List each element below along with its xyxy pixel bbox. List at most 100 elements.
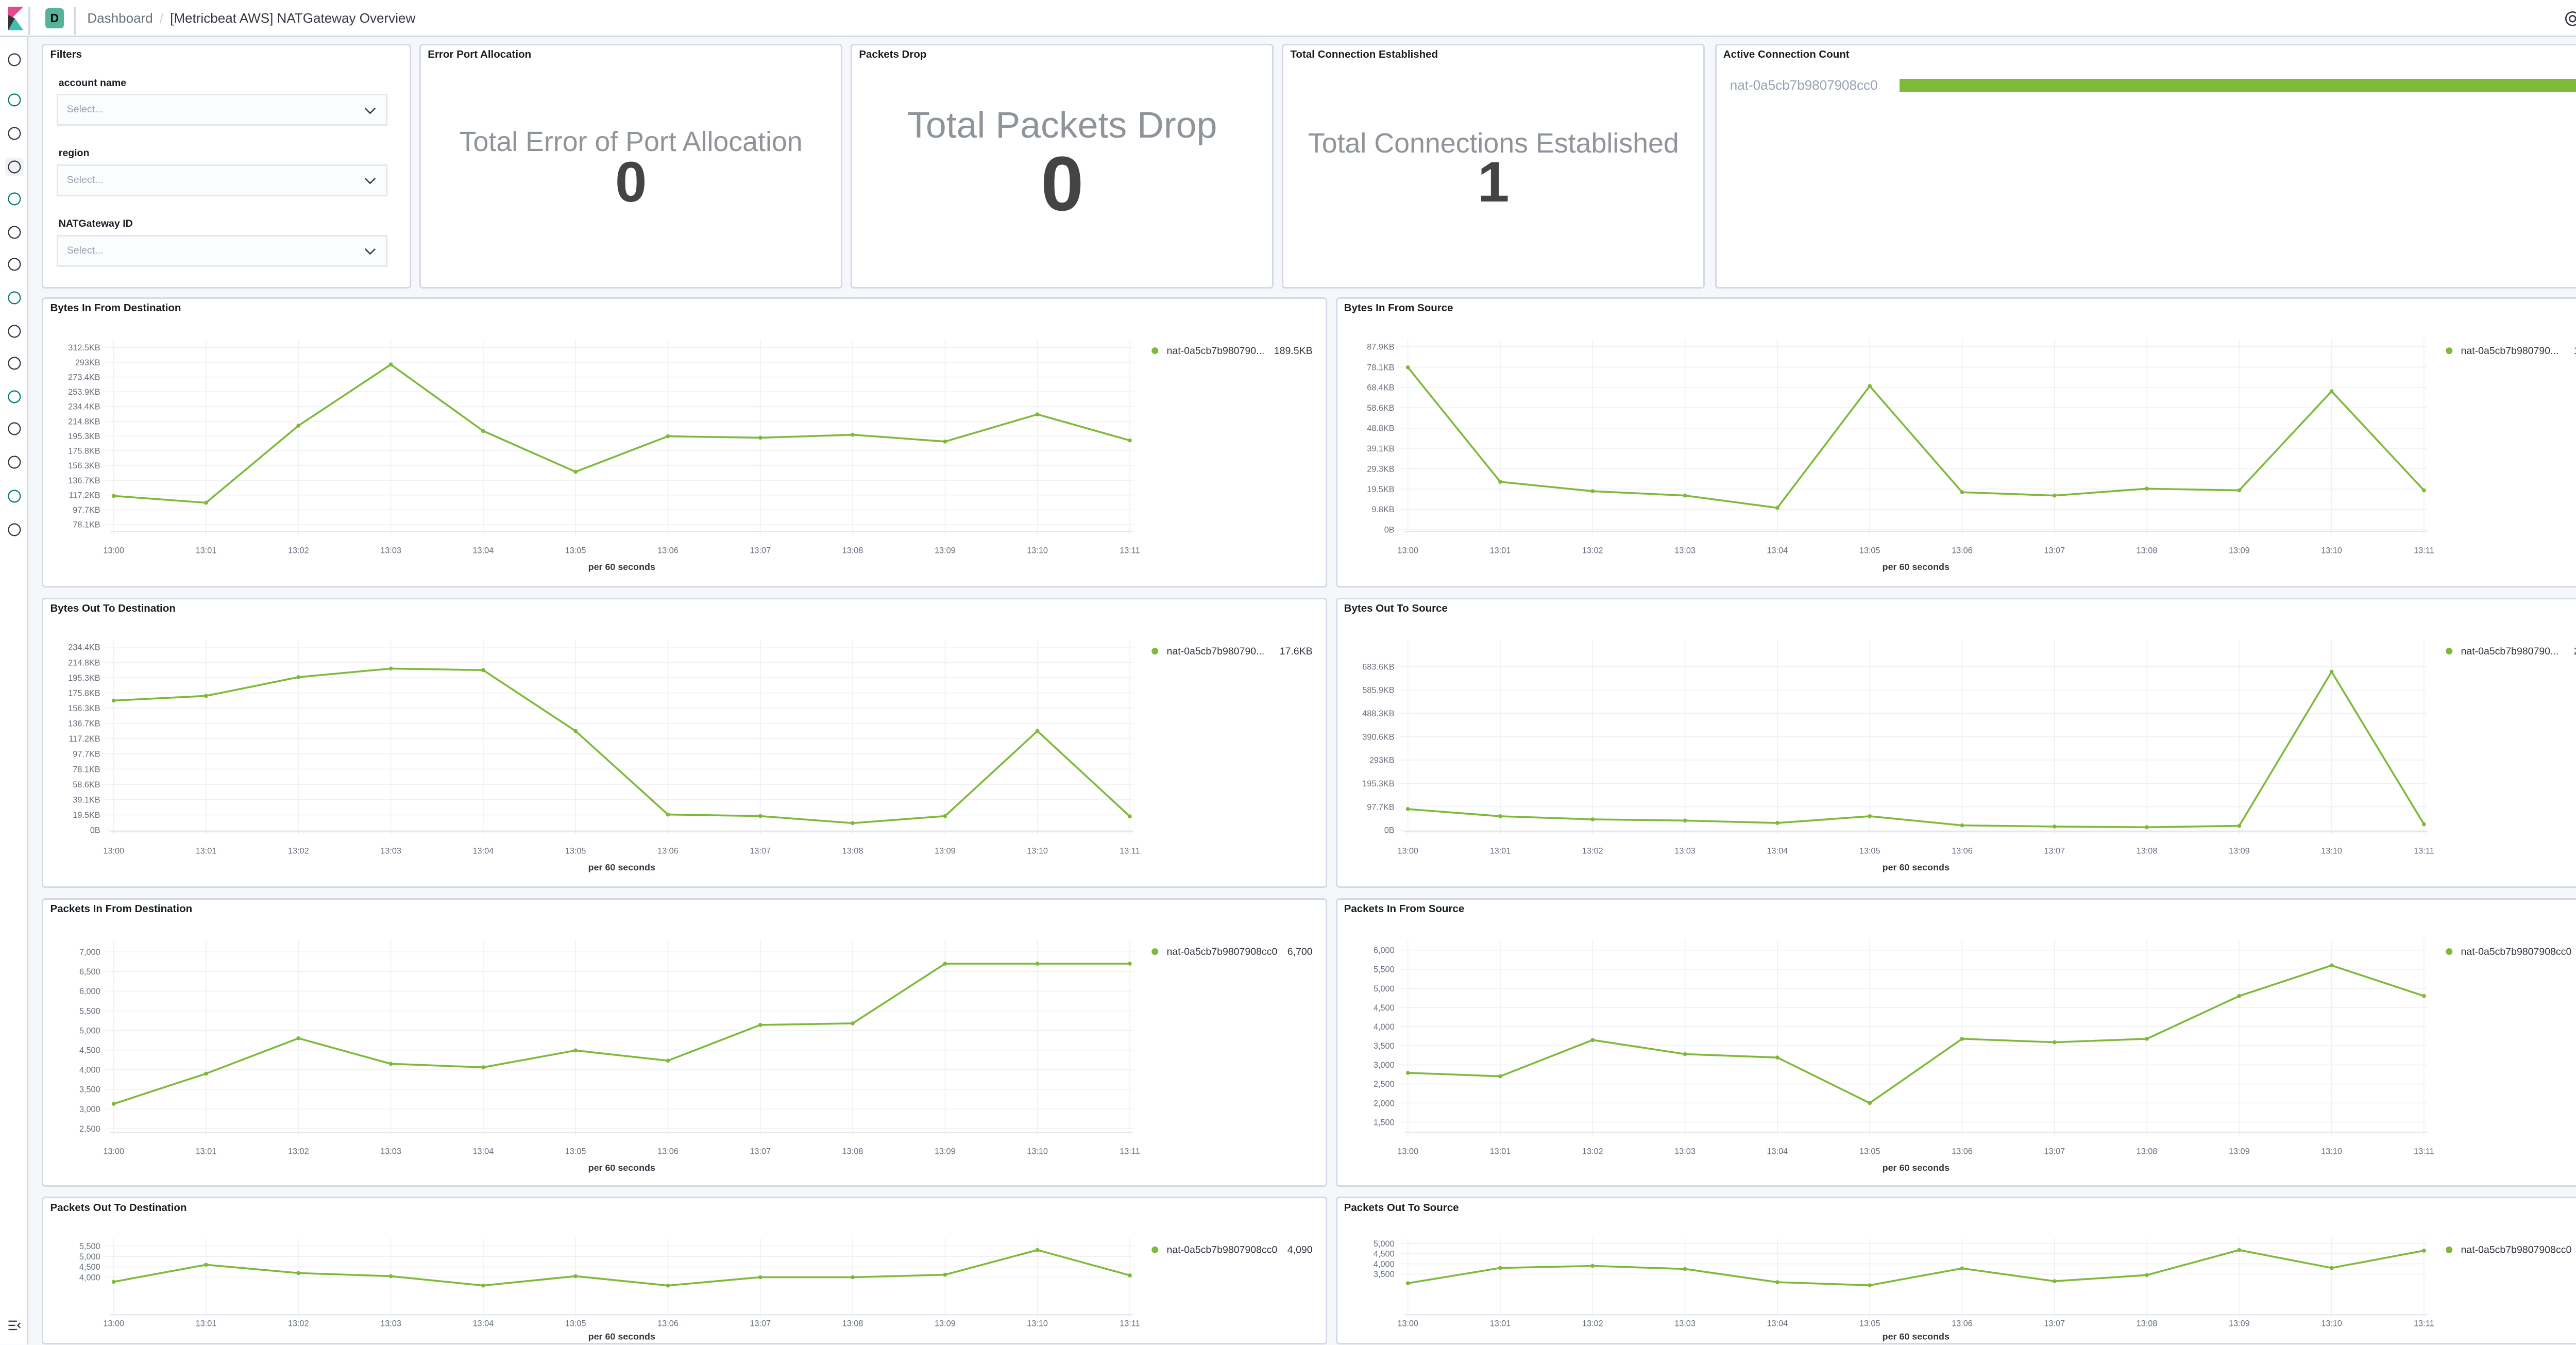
y-tick-label: 39.1KB bbox=[73, 795, 100, 804]
filter-label: account name bbox=[58, 77, 127, 89]
y-tick-label: 156.3KB bbox=[69, 461, 100, 470]
filter-select[interactable]: Select... bbox=[57, 94, 388, 126]
data-point bbox=[2421, 994, 2426, 998]
legend-dot-icon bbox=[2445, 647, 2452, 654]
chevron-down-icon bbox=[364, 248, 376, 255]
legend-series-name: nat-0a5cb7b980790... bbox=[2461, 345, 2558, 357]
x-tick-label: 13:00 bbox=[104, 1147, 125, 1156]
y-tick-label: 97.7KB bbox=[73, 749, 100, 759]
x-tick-label: 13:02 bbox=[288, 1319, 309, 1329]
data-point bbox=[1590, 1037, 1595, 1042]
data-point bbox=[2329, 1266, 2334, 1270]
canvas-icon[interactable] bbox=[5, 190, 24, 208]
infrastructure-icon[interactable] bbox=[5, 289, 24, 307]
y-tick-label: 117.2KB bbox=[69, 734, 100, 744]
y-tick-label: 136.7KB bbox=[69, 476, 100, 485]
filter-select[interactable]: Select... bbox=[57, 164, 388, 196]
ml-icon[interactable] bbox=[5, 255, 24, 274]
legend-item[interactable]: nat-0a5cb7b9807908cc0 4,090 bbox=[1151, 1245, 1313, 1256]
error-port-allocation-panel: Error Port Allocation Total Error of Por… bbox=[419, 43, 843, 289]
x-tick-label: 13:07 bbox=[750, 846, 771, 855]
space-avatar[interactable]: D bbox=[45, 8, 64, 29]
x-tick-label: 13:05 bbox=[565, 1319, 586, 1329]
x-tick-label: 13:04 bbox=[473, 846, 494, 855]
uptime-icon[interactable] bbox=[5, 388, 24, 406]
y-tick-label: 3,500 bbox=[79, 1085, 100, 1094]
legend-value: 18.9KB bbox=[2573, 345, 2576, 357]
collapse-menu-icon[interactable] bbox=[5, 1316, 24, 1335]
y-tick-label: 39.1KB bbox=[1367, 444, 1394, 453]
y-tick-label: 5,000 bbox=[1374, 1239, 1395, 1249]
panel-title: Total Connection Established bbox=[1290, 48, 1438, 61]
data-point bbox=[851, 820, 855, 825]
compass-icon[interactable] bbox=[5, 91, 24, 109]
visualize-icon[interactable] bbox=[5, 124, 24, 143]
series-line bbox=[1408, 669, 2425, 828]
clock-icon[interactable] bbox=[5, 51, 24, 69]
legend-item[interactable]: nat-0a5cb7b9807908cc0 6,700 bbox=[1151, 946, 1313, 957]
filter-select[interactable]: Select... bbox=[57, 234, 388, 267]
x-tick-label: 13:11 bbox=[2414, 1147, 2434, 1156]
help-icon[interactable] bbox=[2564, 10, 2576, 27]
maps-icon[interactable] bbox=[5, 223, 24, 242]
data-point bbox=[296, 1271, 301, 1275]
management-icon[interactable] bbox=[5, 520, 24, 539]
x-axis-label: per 60 seconds bbox=[1882, 1332, 1949, 1342]
panel-title: Packets In From Destination bbox=[50, 903, 193, 915]
y-tick-label: 87.9KB bbox=[1367, 342, 1394, 351]
data-point bbox=[943, 1273, 947, 1277]
data-point bbox=[2052, 1279, 2057, 1284]
legend-item[interactable]: nat-0a5cb7b980790... 189.5KB bbox=[1151, 345, 1313, 357]
dashboard-icon[interactable] bbox=[5, 158, 24, 176]
x-tick-label: 13:08 bbox=[2136, 546, 2157, 555]
data-point bbox=[758, 814, 763, 818]
y-tick-label: 2,500 bbox=[79, 1124, 100, 1133]
metric-value: 0 bbox=[615, 150, 647, 214]
filter-label: region bbox=[58, 147, 90, 159]
data-point bbox=[1775, 506, 1780, 510]
x-tick-label: 13:11 bbox=[2414, 1319, 2434, 1329]
x-tick-label: 13:02 bbox=[1582, 1319, 1603, 1329]
y-tick-label: 0B bbox=[1384, 525, 1394, 534]
data-point bbox=[2237, 1248, 2241, 1252]
apm-icon[interactable] bbox=[5, 354, 24, 373]
kibana-logo-icon[interactable] bbox=[8, 7, 24, 30]
line-chart: 13:00 13:01 13:02 13:03 13:04 13:05 13:06 13:07… bbox=[79, 939, 1313, 1172]
legend-item[interactable]: nat-0a5cb7b980790... 17.6KB bbox=[1151, 646, 1313, 657]
x-tick-label: 13:01 bbox=[196, 1319, 217, 1329]
y-tick-label: 5,000 bbox=[79, 1026, 100, 1035]
breadcrumb-dashboard[interactable]: Dashboard bbox=[87, 10, 153, 26]
select-placeholder: Select... bbox=[66, 104, 104, 115]
monitoring-icon[interactable] bbox=[5, 487, 24, 506]
data-point bbox=[2144, 1036, 2149, 1041]
data-point bbox=[573, 1274, 578, 1279]
logs-icon[interactable] bbox=[5, 322, 24, 341]
siem-icon[interactable] bbox=[5, 419, 24, 438]
dev-tools-icon[interactable] bbox=[5, 453, 24, 472]
legend-item[interactable]: nat-0a5cb7b980790... 24.6KB bbox=[2445, 646, 2576, 657]
y-tick-label: 293KB bbox=[75, 358, 100, 367]
data-point bbox=[1867, 1101, 1872, 1105]
x-tick-label: 13:04 bbox=[1767, 546, 1788, 555]
panel-title: Bytes Out To Destination bbox=[50, 602, 176, 615]
x-tick-label: 13:05 bbox=[1859, 1147, 1880, 1156]
line-chart: 13:00 13:01 13:02 13:03 13:04 13:05 13:06 13:07… bbox=[1374, 939, 2576, 1172]
y-tick-label: 4,000 bbox=[79, 1273, 100, 1283]
x-tick-label: 13:09 bbox=[2229, 846, 2250, 855]
y-tick-label: 97.7KB bbox=[73, 506, 100, 515]
x-tick-label: 13:04 bbox=[1767, 1319, 1788, 1329]
data-point bbox=[666, 434, 670, 438]
x-tick-label: 13:03 bbox=[1674, 546, 1696, 555]
legend-dot-icon bbox=[1151, 647, 1159, 654]
x-tick-label: 13:10 bbox=[2321, 846, 2342, 855]
data-point bbox=[204, 693, 209, 698]
data-point bbox=[204, 1071, 209, 1075]
gauge-bar bbox=[1899, 78, 2576, 92]
legend-item[interactable]: nat-0a5cb7b980790... 18.9KB bbox=[2445, 345, 2576, 357]
data-point bbox=[389, 666, 393, 670]
data-point bbox=[758, 1275, 763, 1280]
y-tick-label: 19.5KB bbox=[73, 811, 100, 820]
y-tick-label: 5,500 bbox=[1374, 965, 1395, 974]
